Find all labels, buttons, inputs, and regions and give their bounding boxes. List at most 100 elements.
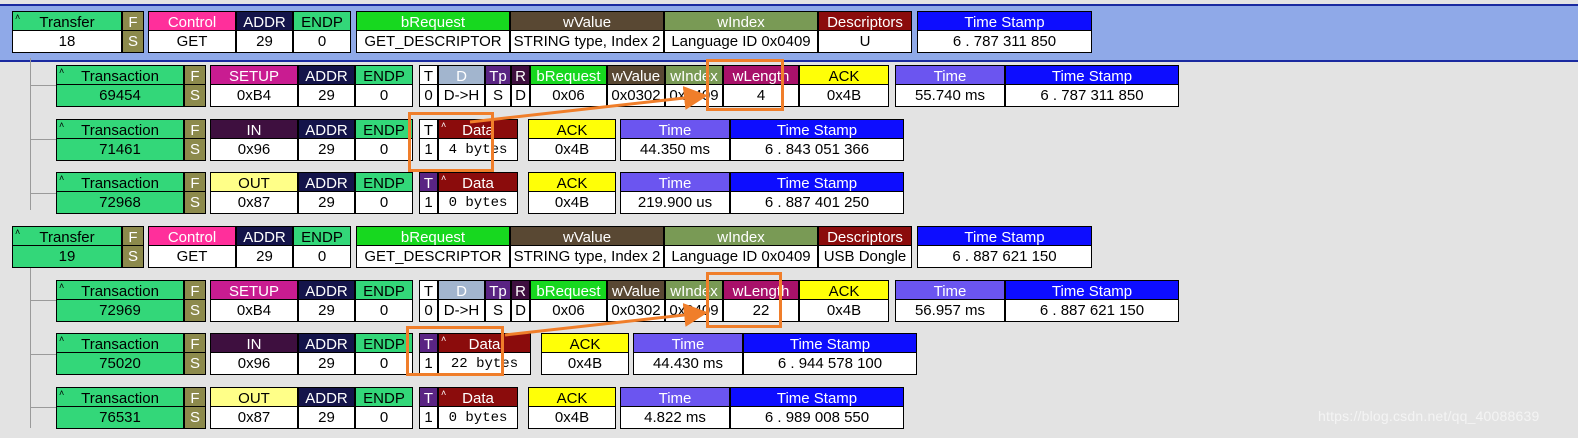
addr-cell[interactable]: ADDR 29 <box>236 226 293 268</box>
endp-cell[interactable]: ENDP 0 <box>293 226 351 268</box>
tp-cell[interactable]: Tp S <box>485 65 511 107</box>
addr-cell[interactable]: ADDR 29 <box>298 280 355 322</box>
expand-caret-icon[interactable]: ˄ <box>59 334 65 344</box>
expand-caret-icon[interactable]: ˄ <box>59 281 65 291</box>
setup-cell[interactable]: SETUP 0xB4 <box>210 65 298 107</box>
ack-cell[interactable]: ACK 0x4B <box>541 333 629 375</box>
tp-cell[interactable]: Tp S <box>485 280 511 322</box>
ack-cell[interactable]: ACK 0x4B <box>799 65 889 107</box>
addr-cell[interactable]: ADDR 29 <box>236 11 293 53</box>
timestamp-cell[interactable]: Time Stamp 6 . 887 621 150 <box>1005 280 1179 322</box>
addr-cell[interactable]: ADDR 29 <box>298 387 355 429</box>
expand-caret-icon[interactable]: ˄ <box>441 120 447 130</box>
out-cell[interactable]: OUT 0x87 <box>210 387 298 429</box>
wlength-cell[interactable]: wLength 4 <box>723 65 799 107</box>
setup-cell[interactable]: SETUP 0xB4 <box>210 280 298 322</box>
expand-caret-icon[interactable]: ˄ <box>59 388 65 398</box>
timestamp-cell[interactable]: Time Stamp 6 . 887 401 250 <box>730 172 904 214</box>
endp-cell[interactable]: ENDP 0 <box>355 172 413 214</box>
d-cell[interactable]: D D->H <box>438 280 485 322</box>
brequest-cell[interactable]: bRequest GET_DESCRIPTOR <box>356 11 510 53</box>
time-cell[interactable]: Time 55.740 ms <box>895 65 1005 107</box>
transfer-row-18[interactable]: Transfer ˄ 18 F S Control GET ADDR 29 ENDP 0 bReque… <box>0 11 1578 53</box>
time-cell[interactable]: Time 4.822 ms <box>620 387 730 429</box>
brequest-cell[interactable]: bRequest GET_DESCRIPTOR <box>356 226 510 268</box>
brequest-cell[interactable]: bRequest 0x06 <box>530 65 607 107</box>
time-cell[interactable]: Time 44.350 ms <box>620 119 730 161</box>
control-cell[interactable]: Control GET <box>148 226 236 268</box>
transaction-cell[interactable]: Transaction ˄ 72968 <box>56 172 184 214</box>
d-cell[interactable]: D D->H <box>438 65 485 107</box>
timestamp-cell[interactable]: Time Stamp 6 . 944 578 100 <box>743 333 917 375</box>
timestamp-cell[interactable]: Time Stamp 6 . 887 621 150 <box>917 226 1092 268</box>
transaction-cell[interactable]: Transaction ˄ 69454 <box>56 65 184 107</box>
wvalue-cell[interactable]: wValue 0x0302 <box>607 65 665 107</box>
transaction-cell[interactable]: Transaction ˄ 76531 <box>56 387 184 429</box>
expand-caret-icon[interactable]: ˄ <box>59 66 65 76</box>
transaction-cell[interactable]: Transaction ˄ 75020 <box>56 333 184 375</box>
expand-caret-icon[interactable]: ˄ <box>15 12 21 22</box>
timestamp-cell[interactable]: Time Stamp 6 . 787 311 850 <box>917 11 1092 53</box>
data-cell[interactable]: Data ˄ 0 bytes <box>438 172 518 214</box>
in-cell[interactable]: IN 0x96 <box>210 119 298 161</box>
time-cell[interactable]: Time 219.900 us <box>620 172 730 214</box>
time-cell[interactable]: Time 56.957 ms <box>895 280 1005 322</box>
addr-cell[interactable]: ADDR 29 <box>298 65 355 107</box>
addr-cell[interactable]: ADDR 29 <box>298 119 355 161</box>
transaction-row-72968[interactable]: Transaction ˄ 72968 F S OUT 0x87 ADDR 29 ENDP 0 T 1 D… <box>0 172 1578 214</box>
data-cell[interactable]: Data ˄ 0 bytes <box>438 387 518 429</box>
in-cell[interactable]: IN 0x96 <box>210 333 298 375</box>
endp-cell[interactable]: ENDP 0 <box>355 280 413 322</box>
transfer-cell[interactable]: Transfer ˄ 18 <box>12 11 122 53</box>
ack-cell[interactable]: ACK 0x4B <box>528 172 616 214</box>
transaction-row-76531[interactable]: Transaction ˄ 76531 F S OUT 0x87 ADDR 29 ENDP 0 T 1 D… <box>0 387 1578 429</box>
expand-caret-icon[interactable]: ˄ <box>59 173 65 183</box>
transaction-row-69454[interactable]: Transaction ˄ 69454 F S SETUP 0xB4 ADDR 29 ENDP 0 T… <box>0 65 1578 107</box>
wvalue-cell[interactable]: wValue 0x0302 <box>607 280 665 322</box>
windex-cell[interactable]: wIndex Language ID 0x0409 <box>664 226 818 268</box>
time-cell[interactable]: Time 44.430 ms <box>633 333 743 375</box>
expand-caret-icon[interactable]: ˄ <box>441 388 447 398</box>
ack-cell[interactable]: ACK 0x4B <box>799 280 889 322</box>
descriptors-cell[interactable]: Descriptors USB Dongle <box>818 226 912 268</box>
windex-cell[interactable]: wIndex Language ID 0x0409 <box>664 11 818 53</box>
expand-caret-icon[interactable]: ˄ <box>59 120 65 130</box>
timestamp-cell[interactable]: Time Stamp 6 . 787 311 850 <box>1005 65 1179 107</box>
expand-caret-icon[interactable]: ˄ <box>441 334 447 344</box>
expand-caret-icon[interactable]: ˄ <box>15 227 21 237</box>
timestamp-cell[interactable]: Time Stamp 6 . 989 008 550 <box>730 387 904 429</box>
transaction-row-71461[interactable]: Transaction ˄ 71461 F S IN 0x96 ADDR 29 ENDP 0 T 1 Da… <box>0 119 1578 161</box>
timestamp-cell[interactable]: Time Stamp 6 . 843 051 366 <box>730 119 904 161</box>
addr-cell[interactable]: ADDR 29 <box>298 333 355 375</box>
descriptors-cell[interactable]: Descriptors U <box>818 11 912 53</box>
endp-cell[interactable]: ENDP 0 <box>355 333 413 375</box>
transfer-cell[interactable]: Transfer ˄ 19 <box>12 226 122 268</box>
wvalue-cell[interactable]: wValue STRING type, Index 2 <box>510 11 664 53</box>
transaction-cell[interactable]: Transaction ˄ 72969 <box>56 280 184 322</box>
ack-cell[interactable]: ACK 0x4B <box>528 387 616 429</box>
wvalue-cell[interactable]: wValue STRING type, Index 2 <box>510 226 664 268</box>
endp-cell[interactable]: ENDP 0 <box>355 65 413 107</box>
ack-cell[interactable]: ACK 0x4B <box>528 119 616 161</box>
transaction-row-72969[interactable]: Transaction ˄ 72969 F S SETUP 0xB4 ADDR 29 ENDP 0 T… <box>0 280 1578 322</box>
transaction-row-75020[interactable]: Transaction ˄ 75020 F S IN 0x96 ADDR 29 ENDP 0 T 1 Da… <box>0 333 1578 375</box>
expand-caret-icon[interactable]: ˄ <box>441 173 447 183</box>
out-cell[interactable]: OUT 0x87 <box>210 172 298 214</box>
addr-cell[interactable]: ADDR 29 <box>298 172 355 214</box>
transfer-row-19[interactable]: Transfer ˄ 19 F S Control GET ADDR 29 ENDP 0 bReque… <box>0 226 1578 268</box>
control-cell[interactable]: Control GET <box>148 11 236 53</box>
